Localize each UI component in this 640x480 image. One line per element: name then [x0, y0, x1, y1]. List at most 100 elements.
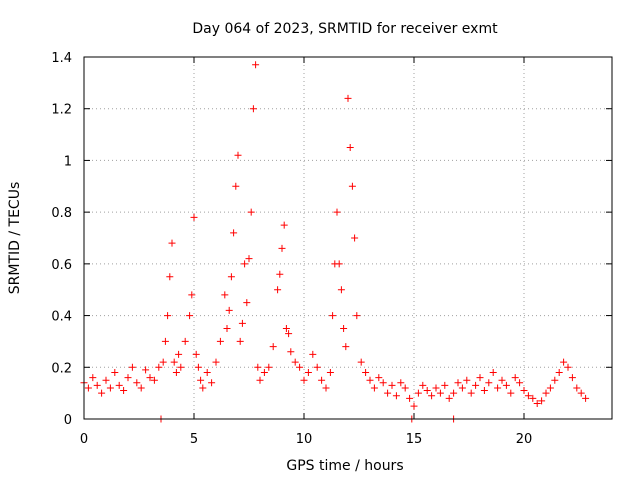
data-point: [436, 389, 444, 397]
data-point: [120, 387, 128, 395]
data-point: [146, 374, 154, 382]
data-point: [199, 384, 207, 392]
data-point: [357, 358, 365, 366]
data-point: [300, 376, 308, 384]
data-point: [188, 291, 196, 299]
data-point: [291, 358, 299, 366]
x-tick-label: 20: [516, 432, 533, 447]
y-tick-label: 0.4: [51, 310, 72, 325]
axis-ticks: 0 5 10 15 20 0 0.2 0.4 0.6 0.8 1 1.2 1.4: [51, 51, 612, 447]
data-point: [351, 234, 359, 242]
data-point: [223, 325, 231, 332]
data-point: [172, 368, 180, 376]
data-point: [203, 368, 211, 376]
data-point: [329, 312, 337, 320]
data-point: [309, 350, 317, 358]
data-point: [480, 387, 488, 395]
data-point: [392, 392, 400, 400]
data-point: [84, 384, 92, 392]
data-point: [269, 343, 277, 351]
data-point: [265, 363, 273, 371]
data-point: [254, 363, 262, 371]
data-point: [410, 402, 418, 410]
data-point: [348, 182, 356, 190]
data-point: [432, 384, 440, 392]
data-point: [384, 389, 392, 397]
data-point: [227, 273, 235, 281]
data-point: [232, 182, 240, 190]
data-point: [529, 394, 537, 402]
data-point: [155, 363, 163, 371]
data-point: [406, 394, 414, 402]
data-point: [150, 376, 158, 384]
data-point: [241, 260, 249, 268]
y-tick-label: 0.2: [51, 361, 72, 376]
data-point: [192, 350, 200, 358]
data-point: [401, 384, 409, 392]
data-point: [208, 379, 216, 387]
data-point: [573, 384, 581, 392]
data-point: [450, 389, 458, 397]
data-point: [560, 358, 568, 366]
data-point: [533, 399, 541, 407]
data-point: [326, 368, 334, 376]
data-point: [276, 270, 284, 278]
data-point: [362, 368, 370, 376]
data-point: [542, 389, 550, 397]
data-point: [102, 376, 110, 384]
data-point: [342, 343, 350, 351]
data-point: [225, 306, 233, 314]
data-point: [197, 376, 205, 384]
data-point: [428, 392, 436, 400]
data-point: [516, 379, 524, 387]
data-point: [304, 368, 312, 376]
data-point: [186, 312, 194, 320]
data-point: [511, 374, 519, 382]
data-point: [159, 358, 167, 366]
y-tick-label: 0.8: [51, 206, 72, 221]
data-point: [256, 376, 264, 384]
data-point: [260, 368, 268, 376]
data-point: [335, 260, 343, 268]
data-point: [175, 350, 183, 358]
data-point: [507, 389, 515, 397]
data-point: [458, 384, 466, 392]
data-point: [111, 368, 119, 376]
data-point: [476, 374, 484, 382]
data-point: [346, 144, 354, 151]
data-point: [577, 389, 585, 397]
x-tick-label: 0: [80, 432, 88, 447]
data-point: [238, 319, 246, 327]
data-point: [555, 368, 563, 376]
data-point: [489, 368, 497, 376]
data-points: [80, 61, 590, 423]
data-point: [467, 389, 475, 397]
data-point: [502, 381, 510, 389]
y-tick-label: 0: [64, 413, 72, 428]
data-point: [98, 389, 106, 397]
data-point: [168, 239, 176, 247]
data-point: [166, 273, 174, 281]
data-point: [322, 384, 330, 392]
data-point: [546, 384, 554, 392]
y-axis-label: SRMTID / TECUs: [7, 182, 23, 295]
data-point: [375, 374, 383, 382]
data-point: [243, 299, 251, 307]
data-point: [333, 208, 341, 216]
data-point: [353, 312, 361, 320]
data-point: [366, 376, 374, 384]
data-point: [388, 381, 396, 389]
data-point: [161, 337, 169, 345]
data-point: [472, 381, 480, 389]
data-point: [181, 337, 189, 345]
data-point: [313, 363, 321, 371]
data-point: [344, 94, 352, 102]
data-point: [287, 348, 295, 356]
data-point: [133, 379, 141, 387]
x-tick-label: 5: [190, 432, 198, 447]
data-point: [164, 312, 172, 320]
data-point: [296, 363, 304, 371]
data-point: [520, 387, 528, 395]
data-point: [274, 286, 282, 294]
data-point: [170, 358, 178, 366]
